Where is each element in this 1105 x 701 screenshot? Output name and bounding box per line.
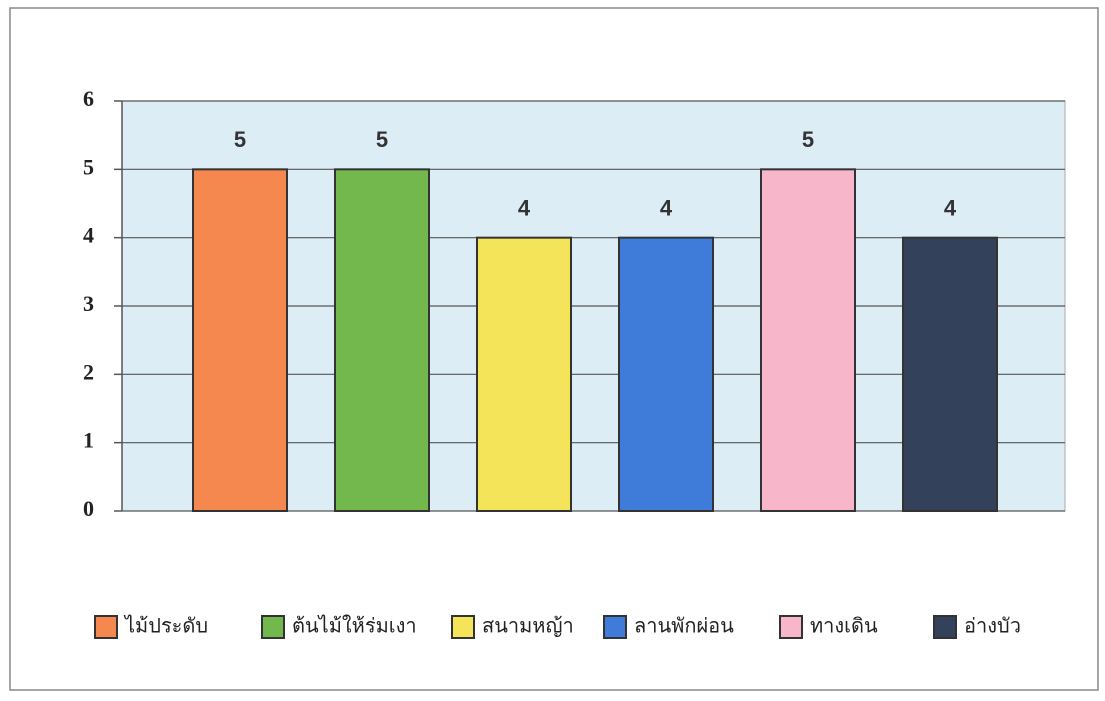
data-label: 4 — [660, 195, 673, 220]
data-label: 4 — [944, 195, 957, 220]
bar — [903, 238, 997, 511]
data-label: 4 — [518, 195, 531, 220]
y-tick-label: 2 — [83, 359, 94, 384]
data-label: 5 — [376, 127, 388, 152]
y-tick-label: 5 — [83, 154, 94, 179]
bar — [761, 169, 855, 511]
data-label: 5 — [802, 127, 814, 152]
legend-swatch — [95, 616, 117, 638]
legend-swatch — [452, 616, 474, 638]
legend-swatch — [262, 616, 284, 638]
chart: 0 1 2 3 4 5 6 5 5 4 4 5 4 ไม้ประดับ ต้นไม้ให้ร่มเงา สนา… — [0, 0, 1105, 701]
bar — [619, 238, 713, 511]
y-tick-label: 1 — [83, 428, 94, 453]
y-tick-label: 6 — [83, 86, 94, 111]
legend-label: ต้นไม้ให้ร่มเงา — [292, 614, 417, 638]
data-label: 5 — [234, 127, 246, 152]
bar — [335, 169, 429, 511]
legend-label: สนามหญ้า — [482, 614, 574, 638]
y-tick-label: 0 — [83, 496, 94, 521]
legend-label: ไม้ประดับ — [123, 614, 208, 638]
bar — [477, 238, 571, 511]
y-tick-label: 4 — [83, 223, 94, 248]
y-tick-label: 3 — [83, 291, 94, 316]
legend-swatch — [604, 616, 626, 638]
legend-label: ทางเดิน — [810, 614, 878, 638]
bar — [193, 169, 287, 511]
legend-label: ลานพักผ่อน — [634, 614, 734, 638]
legend-swatch — [934, 616, 956, 638]
legend-label: อ่างบัว — [964, 614, 1021, 638]
legend-swatch — [780, 616, 802, 638]
